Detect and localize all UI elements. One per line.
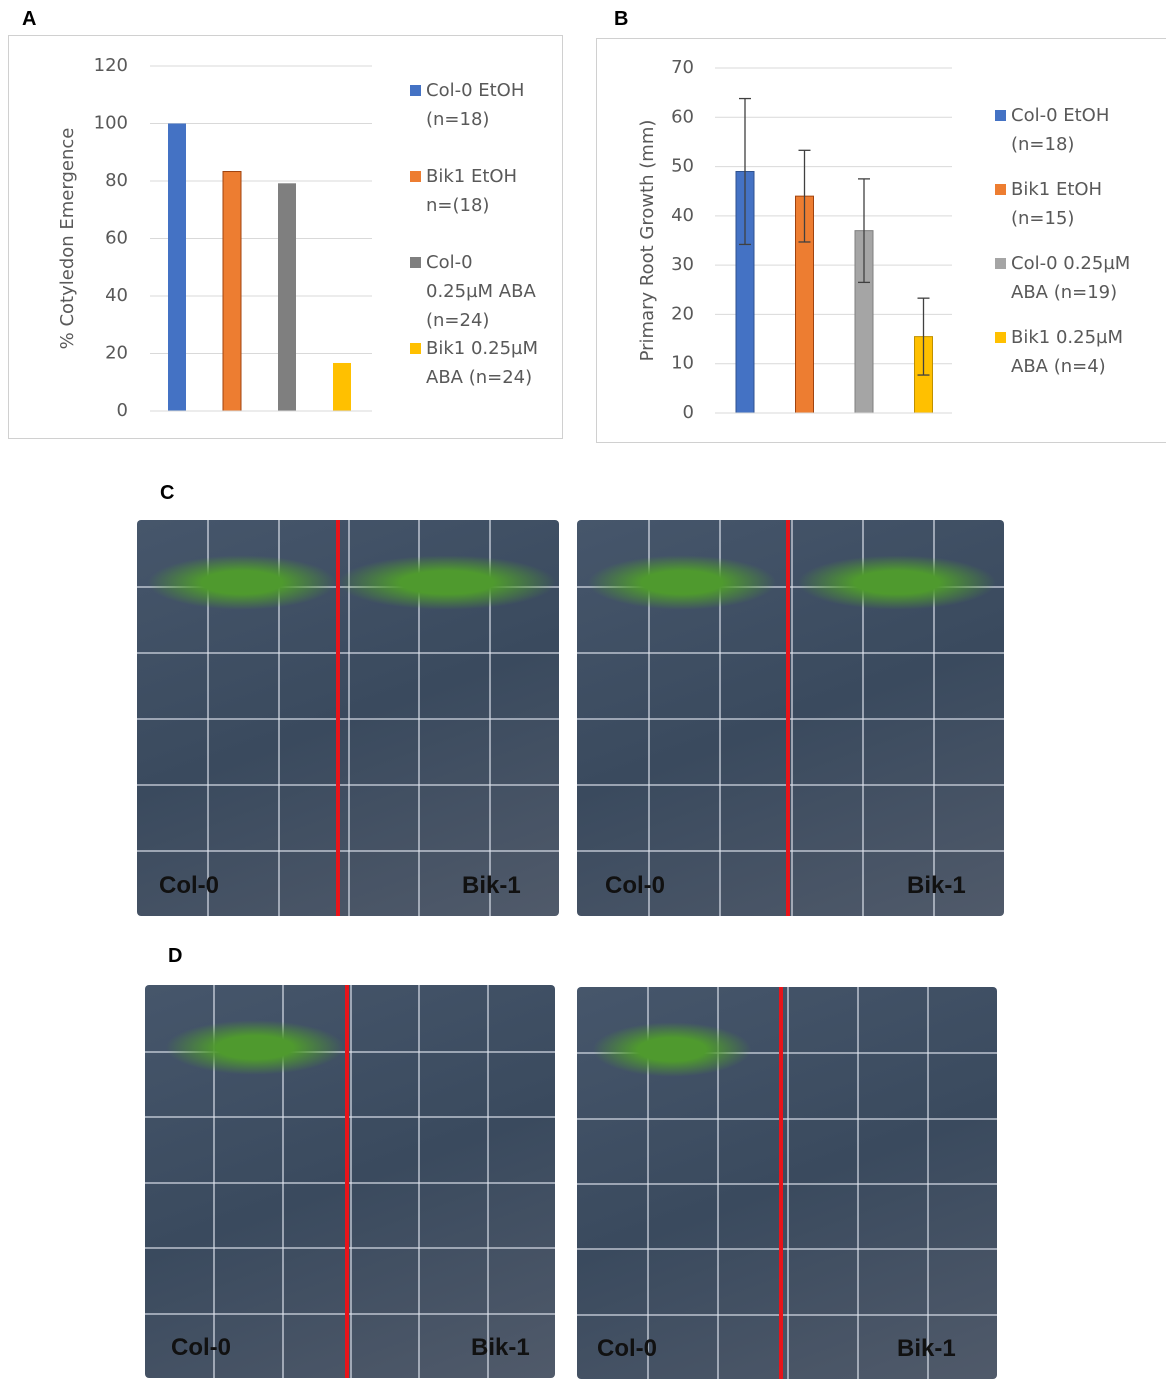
photo: Col-0 Bik-1: [577, 520, 1004, 916]
legend-item: Col-0 0.25µM ABA (n=24): [410, 248, 545, 334]
y-tick-label: 40: [671, 205, 694, 226]
photo-label: Bik-1: [907, 872, 966, 900]
plate-grid: [577, 652, 1004, 654]
legend-swatch: [410, 85, 421, 96]
divider: [336, 520, 340, 916]
panel-label: D: [168, 945, 182, 968]
legend-swatch: [995, 110, 1006, 121]
seedlings: [587, 555, 777, 610]
plate-grid: [577, 850, 1004, 852]
divider: [345, 985, 349, 1378]
divider: [779, 987, 783, 1379]
legend-swatch: [410, 343, 421, 354]
panel-label: C: [160, 482, 174, 505]
plate-grid: [577, 1248, 997, 1250]
legend-label: Col-0 EtOH (n=18): [1011, 101, 1145, 159]
legend-swatch: [410, 257, 421, 268]
y-tick-label: 40: [105, 285, 128, 306]
legend-item: Bik1 EtOH (n=15): [995, 175, 1145, 249]
photo-label: Col-0: [159, 872, 219, 900]
y-tick-label: 30: [671, 254, 694, 275]
legend-label: Col-0 0.25µM ABA (n=19): [1011, 249, 1145, 307]
plate-grid: [137, 652, 559, 654]
y-tick-label: 0: [683, 402, 694, 423]
y-tick-label: 120: [94, 55, 128, 76]
y-axis-label: % Cotyledon Emergence: [57, 128, 78, 350]
photo-label: Col-0: [597, 1335, 657, 1363]
y-tick-label: 10: [671, 353, 694, 374]
seedlings: [592, 1022, 752, 1077]
legend-label: Col-0 0.25µM ABA (n=24): [426, 248, 545, 335]
photo-label: Bik-1: [897, 1335, 956, 1363]
legend-label: Bik1 0.25µM ABA (n=24): [426, 334, 545, 392]
y-tick-label: 100: [94, 113, 128, 134]
legend-item: Col-0 EtOH (n=18): [410, 76, 545, 162]
legend-swatch: [995, 258, 1006, 269]
y-tick-label: 20: [105, 343, 128, 364]
y-tick-label: 0: [117, 400, 128, 421]
legend-item: Bik1 0.25µM ABA (n=4): [995, 323, 1145, 397]
seedlings: [797, 555, 997, 610]
legend-item: Bik1 0.25µM ABA (n=24): [410, 334, 545, 420]
bar: [223, 172, 241, 411]
y-tick-label: 60: [671, 106, 694, 127]
photo: Col-0 Bik-1: [577, 987, 997, 1379]
y-tick-label: 20: [671, 303, 694, 324]
plate-grid: [577, 784, 1004, 786]
divider: [786, 520, 790, 916]
bar: [333, 363, 351, 411]
photo-label: Col-0: [605, 872, 665, 900]
plate-grid: [145, 1247, 555, 1249]
charts: 0 20 40 60 80 100 120 % Cotyledon Emergence 0 10 2…: [0, 0, 1166, 460]
plate-grid: [137, 784, 559, 786]
legend-label: Bik1 EtOH (n=15): [1011, 175, 1145, 233]
plate-grid: [137, 718, 559, 720]
photo-label: Bik-1: [462, 872, 521, 900]
legend-item: Bik1 EtOH n=(18): [410, 162, 545, 248]
plate-grid: [145, 1182, 555, 1184]
photo-label: Bik-1: [471, 1334, 530, 1362]
plate-grid: [577, 1314, 997, 1316]
plate-grid: [577, 718, 1004, 720]
legend-label: Bik1 0.25µM ABA (n=4): [1011, 323, 1145, 381]
bar: [168, 124, 186, 412]
plate-grid: [577, 1183, 997, 1185]
plate-grid: [145, 1116, 555, 1118]
seedlings: [165, 1020, 345, 1075]
legend-swatch: [995, 184, 1006, 195]
photo: Col-0 Bik-1: [145, 985, 555, 1378]
legend-item: Col-0 0.25µM ABA (n=19): [995, 249, 1145, 323]
legend-label: Col-0 EtOH (n=18): [426, 76, 545, 134]
y-tick-label: 50: [671, 156, 694, 177]
plate-grid: [577, 1118, 997, 1120]
y-tick-label: 80: [105, 170, 128, 191]
legend-swatch: [995, 332, 1006, 343]
legend-item: Col-0 EtOH (n=18): [995, 101, 1145, 175]
legend-label: Bik1 EtOH n=(18): [426, 162, 545, 220]
bar: [278, 183, 296, 411]
y-axis-label: Primary Root Growth (mm): [637, 120, 658, 362]
photo-label: Col-0: [171, 1334, 231, 1362]
y-tick-label: 60: [105, 228, 128, 249]
photo: Col-0 Bik-1: [137, 520, 559, 916]
plate-grid: [145, 1313, 555, 1315]
legend-swatch: [410, 171, 421, 182]
plate-grid: [137, 850, 559, 852]
y-tick-label: 70: [671, 57, 694, 78]
figure: A B C D 020406080100120% Cotyledon Emerg…: [0, 0, 1166, 1380]
seedlings: [147, 555, 337, 610]
seedlings: [337, 555, 557, 610]
